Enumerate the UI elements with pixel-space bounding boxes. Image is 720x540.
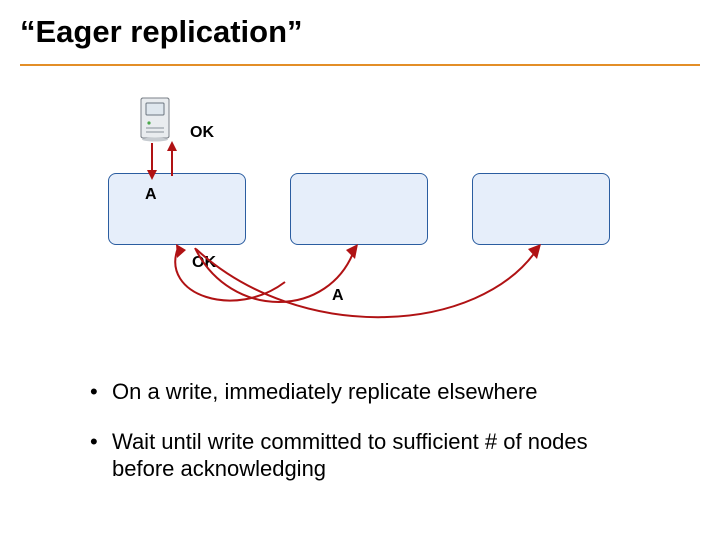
node-2 bbox=[290, 173, 428, 245]
slide: “Eager replication” OK A OK A bbox=[0, 0, 720, 540]
arrow-replicate-1 bbox=[195, 248, 355, 302]
label-a-mid: A bbox=[332, 287, 344, 305]
server-icon bbox=[138, 96, 172, 142]
server-svg bbox=[138, 96, 172, 142]
node-1 bbox=[108, 173, 246, 245]
arrowhead-client-ack bbox=[167, 141, 177, 151]
label-ok-bottom: OK bbox=[192, 254, 216, 272]
arrowhead-replicate-2 bbox=[528, 244, 541, 259]
label-a-node: A bbox=[145, 186, 157, 204]
node-3 bbox=[472, 173, 610, 245]
slide-title: “Eager replication” bbox=[20, 14, 303, 50]
arrowhead-replicate-1 bbox=[346, 244, 358, 259]
title-rule bbox=[20, 64, 700, 66]
bullet-2: Wait until write committed to sufficient… bbox=[90, 428, 650, 483]
label-ok-top: OK bbox=[190, 124, 214, 142]
bullet-list: On a write, immediately replicate elsewh… bbox=[90, 378, 650, 505]
arrow-replicate-2 bbox=[196, 248, 538, 317]
arrowhead-ack-curve bbox=[176, 244, 186, 258]
bullet-1: On a write, immediately replicate elsewh… bbox=[90, 378, 650, 406]
